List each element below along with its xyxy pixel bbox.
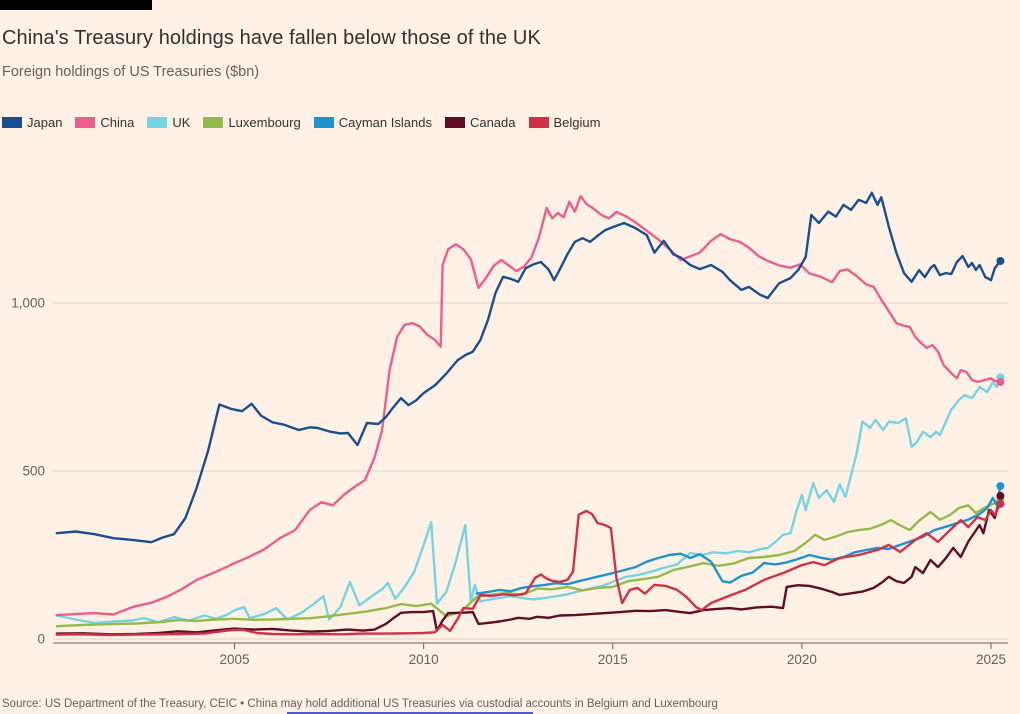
series-end-dot-cayman-islands — [996, 482, 1005, 491]
series-end-dot-china — [996, 378, 1005, 386]
legend-item-japan: Japan — [2, 115, 62, 130]
x-axis-label-2025: 2025 — [976, 652, 1006, 667]
legend-item-belgium: Belgium — [528, 114, 601, 130]
legend-label: Japan — [27, 114, 63, 130]
legend-swatch-china — [75, 116, 96, 128]
series-line-belgium — [55, 502, 1002, 637]
series-end-dot-belgium — [996, 499, 1005, 508]
y-axis-label-500: 500 — [22, 464, 45, 479]
series-line-canada — [55, 494, 1002, 636]
legend-swatch-belgium — [528, 116, 549, 128]
legend-label: Cayman Islands — [338, 114, 432, 130]
chart-area: 0 500 1,000 2005 2010 2015 2020 2025 — [0, 140, 1020, 690]
chart-legend: Japan China UK Luxembourg Cayman Islands Cana… — [2, 113, 613, 131]
series-end-dot-japan — [996, 257, 1005, 265]
legend-item-uk: UK — [147, 115, 190, 130]
chart-subtitle: Foreign holdings of US Treasuries ($bn) — [2, 64, 260, 80]
chart-svg: 0 500 1,000 2005 2010 2015 2020 2025 — [11, 191, 1008, 667]
x-axis-label-2010: 2010 — [409, 652, 439, 667]
legend-item-cayman-islands: Cayman Islands — [313, 114, 432, 130]
legend-item-canada: Canada — [444, 114, 516, 130]
legend-label: Canada — [469, 114, 516, 130]
x-axis-label-2015: 2015 — [598, 652, 628, 667]
legend-swatch-uk — [147, 116, 168, 128]
bottom-highlight-strip — [287, 712, 533, 714]
y-axis-label-0: 0 — [37, 632, 45, 647]
series-line-luxembourg — [55, 499, 1002, 628]
legend-item-luxembourg: Luxembourg — [203, 114, 301, 130]
y-axis-label-1000: 1,000 — [11, 296, 45, 311]
legend-swatch-japan — [2, 116, 22, 128]
ft-top-bar — [0, 0, 152, 10]
source-note: Source: US Department of the Treasury, C… — [2, 698, 718, 710]
legend-label: China — [100, 114, 135, 130]
legend-item-china: China — [75, 115, 134, 130]
legend-label: Belgium — [553, 114, 601, 130]
series-line-japan — [55, 191, 1002, 544]
series-end-dot-canada — [996, 491, 1005, 500]
series-line-cayman-islands — [475, 484, 1002, 595]
x-axis-label-2020: 2020 — [787, 652, 817, 667]
x-axis-label-2005: 2005 — [220, 652, 250, 667]
legend-label: Luxembourg — [228, 114, 301, 130]
legend-swatch-cayman-islands — [313, 116, 334, 128]
legend-label: UK — [172, 114, 191, 130]
legend-swatch-luxembourg — [203, 116, 224, 128]
series-line-china — [55, 195, 1002, 617]
legend-swatch-canada — [444, 116, 465, 128]
page-title: China's Treasury holdings have fallen be… — [2, 27, 541, 50]
